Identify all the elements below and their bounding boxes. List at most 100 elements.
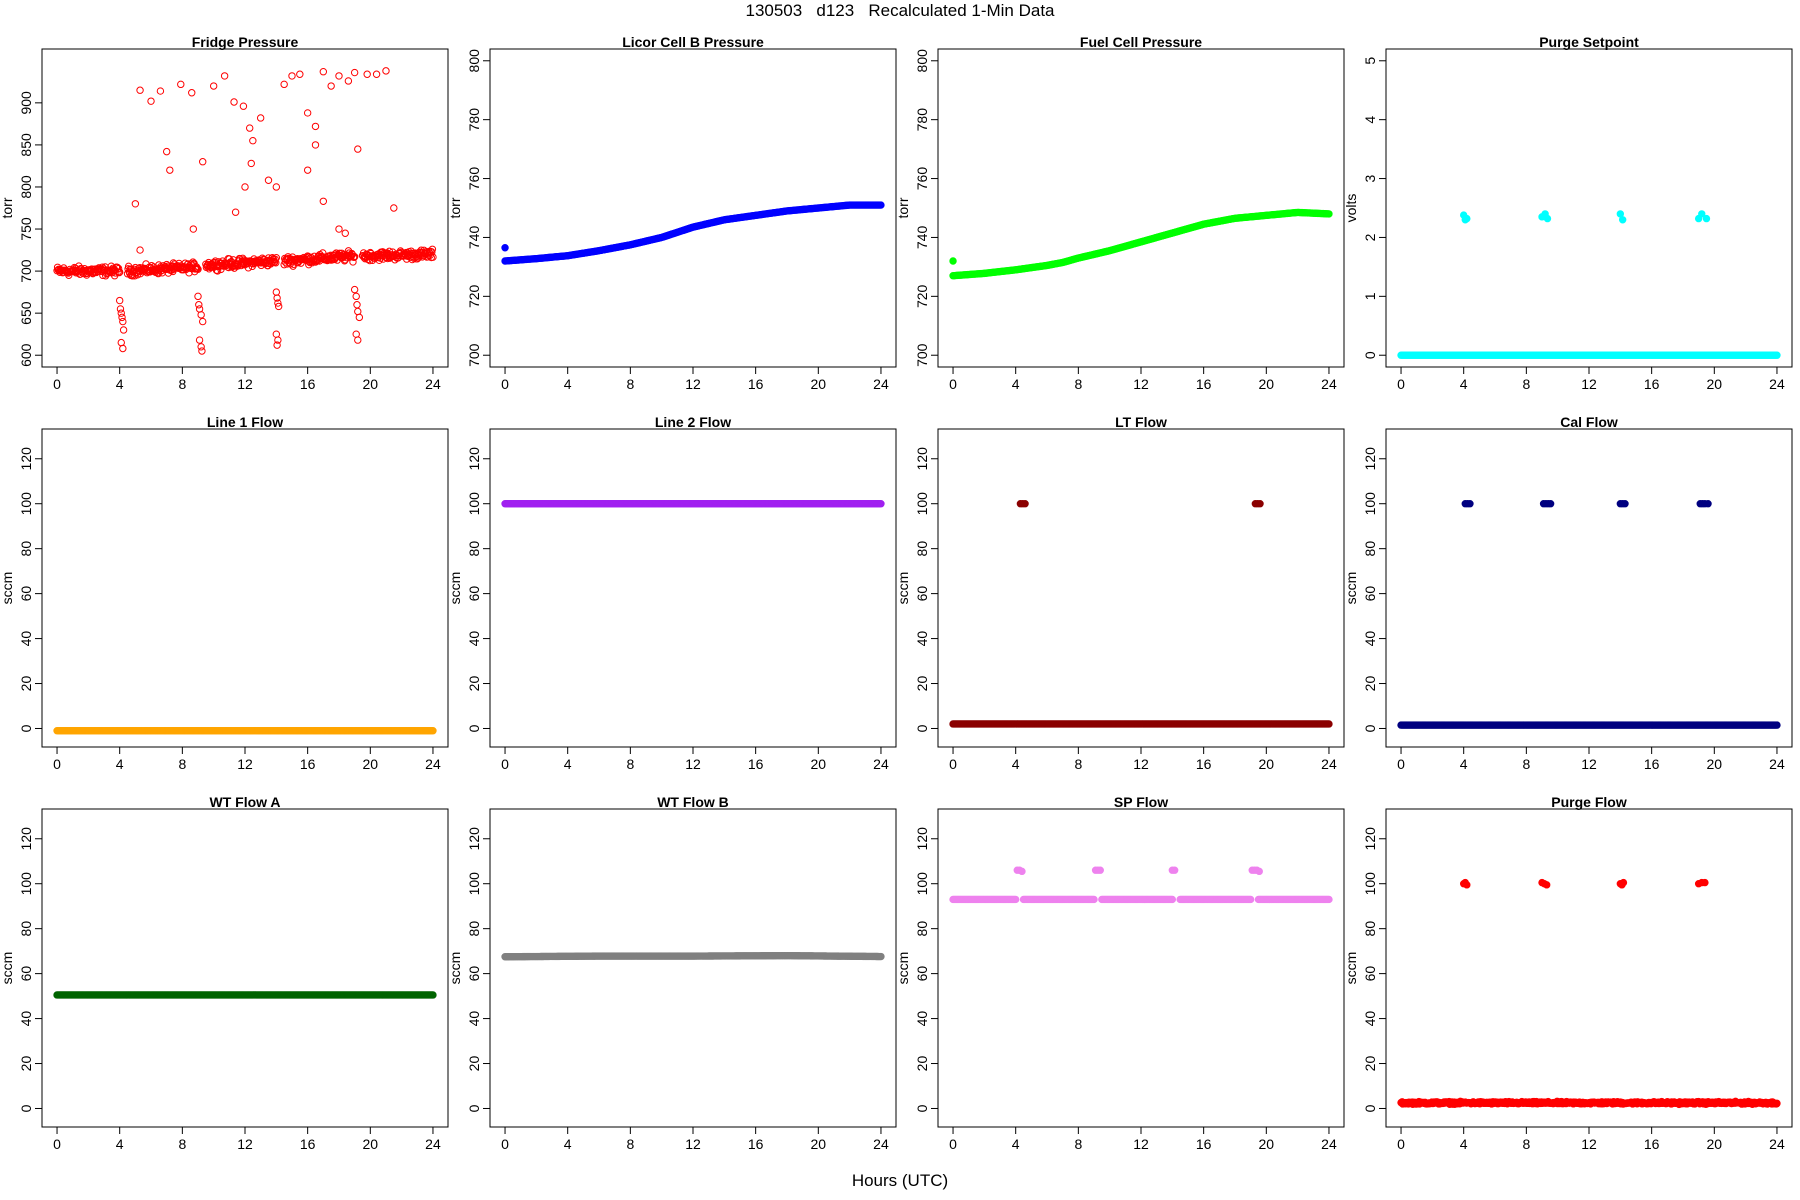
- y-tick-label: 850: [18, 133, 34, 157]
- x-tick-label: 16: [1196, 1136, 1212, 1152]
- x-tick-label: 8: [1522, 1136, 1530, 1152]
- data-point: [350, 253, 358, 261]
- data-point: [116, 305, 125, 313]
- y-tick-label: 80: [1362, 921, 1378, 937]
- y-tick-label: 20: [466, 676, 482, 692]
- y-axis-label: sccm: [1343, 952, 1359, 985]
- series-points: [1397, 500, 1781, 729]
- y-axis-label: sccm: [447, 952, 463, 985]
- x-tick-label: 24: [425, 1136, 441, 1152]
- data-point: [429, 253, 437, 261]
- y-tick-label: 60: [914, 966, 930, 982]
- x-tick-label: 4: [116, 376, 124, 392]
- data-point: [274, 299, 282, 307]
- y-axis-label: torr: [0, 197, 15, 218]
- data-point: [1702, 214, 1711, 223]
- x-tick-label: 12: [1581, 756, 1597, 772]
- y-tick-label: 100: [1362, 492, 1378, 516]
- data-point: [274, 302, 283, 311]
- x-tick-label: 16: [300, 1136, 316, 1152]
- data-point: [501, 244, 509, 252]
- x-tick-label: 0: [1397, 756, 1405, 772]
- data-point: [147, 97, 155, 105]
- x-tick-label: 16: [1644, 376, 1660, 392]
- data-point: [199, 317, 207, 326]
- y-tick-label: 700: [466, 343, 482, 367]
- y-tick-label: 100: [914, 492, 930, 516]
- y-tick-label: 800: [466, 49, 482, 73]
- data-point: [350, 285, 359, 294]
- y-tick-label: 40: [914, 631, 930, 647]
- data-point: [390, 204, 398, 212]
- x-tick-label: 24: [1321, 756, 1337, 772]
- data-point: [1466, 500, 1474, 508]
- y-tick-label: 20: [914, 1056, 930, 1072]
- series-points: [1397, 210, 1781, 359]
- y-tick-label: 780: [466, 108, 482, 132]
- plot-frame: [41, 48, 449, 368]
- series-points: [53, 727, 437, 735]
- y-tick-label: 700: [914, 343, 930, 367]
- x-tick-label: 20: [811, 756, 827, 772]
- y-axis-label: sccm: [0, 572, 15, 605]
- x-tick-label: 8: [1074, 376, 1082, 392]
- plot-frame: [937, 48, 1345, 368]
- x-tick-label: 4: [116, 1136, 124, 1152]
- y-tick-label: 60: [18, 966, 34, 982]
- y-tick-label: 20: [466, 1056, 482, 1072]
- x-tick-label: 12: [685, 376, 701, 392]
- y-tick-label: 40: [466, 1011, 482, 1027]
- data-point: [303, 166, 312, 174]
- data-point: [428, 248, 436, 256]
- y-tick-label: 80: [466, 541, 482, 557]
- data-point: [303, 109, 312, 117]
- y-tick-label: 120: [466, 447, 482, 471]
- data-point: [273, 341, 281, 349]
- y-tick-label: 20: [1362, 1056, 1378, 1072]
- x-tick-label: 20: [1259, 1136, 1275, 1152]
- y-tick-label: 60: [914, 586, 930, 602]
- y-tick-label: 20: [1362, 676, 1378, 692]
- y-tick-label: 80: [914, 921, 930, 937]
- y-tick-label: 120: [18, 447, 34, 471]
- series-points: [501, 201, 885, 265]
- y-tick-label: 60: [466, 586, 482, 602]
- x-tick-label: 24: [1769, 1136, 1785, 1152]
- y-tick-label: 740: [914, 226, 930, 250]
- y-tick-label: 100: [466, 872, 482, 896]
- data-point: [1011, 895, 1020, 904]
- x-tick-label: 4: [564, 1136, 572, 1152]
- y-tick-label: 0: [914, 724, 930, 732]
- plot-frame: [937, 428, 1345, 748]
- data-point: [245, 124, 254, 132]
- x-tick-label: 16: [300, 756, 316, 772]
- y-tick-label: 40: [466, 631, 482, 647]
- y-tick-label: 750: [18, 217, 34, 241]
- data-point: [117, 338, 125, 347]
- y-tick-label: 720: [466, 284, 482, 308]
- y-tick-label: 20: [914, 676, 930, 692]
- y-tick-label: 720: [914, 284, 930, 308]
- x-tick-label: 12: [685, 756, 701, 772]
- y-tick-label: 120: [1362, 447, 1378, 471]
- data-point: [1704, 500, 1712, 508]
- data-point: [231, 208, 240, 216]
- y-tick-label: 40: [914, 1011, 930, 1027]
- x-tick-label: 8: [1522, 756, 1530, 772]
- x-tick-label: 8: [178, 756, 186, 772]
- data-point: [119, 326, 128, 334]
- y-tick-label: 100: [466, 492, 482, 516]
- x-tick-label: 20: [363, 1136, 379, 1152]
- y-tick-label: 1: [1362, 292, 1378, 300]
- plot-frame: [1385, 808, 1793, 1128]
- y-tick-label: 780: [914, 108, 930, 132]
- data-point: [1546, 500, 1555, 508]
- x-tick-label: 0: [53, 1136, 61, 1152]
- data-point: [187, 260, 195, 268]
- series-points: [1397, 878, 1781, 1109]
- series-points: [53, 991, 437, 999]
- data-point: [319, 197, 328, 205]
- y-tick-label: 120: [18, 827, 34, 851]
- x-tick-label: 24: [1321, 1136, 1337, 1152]
